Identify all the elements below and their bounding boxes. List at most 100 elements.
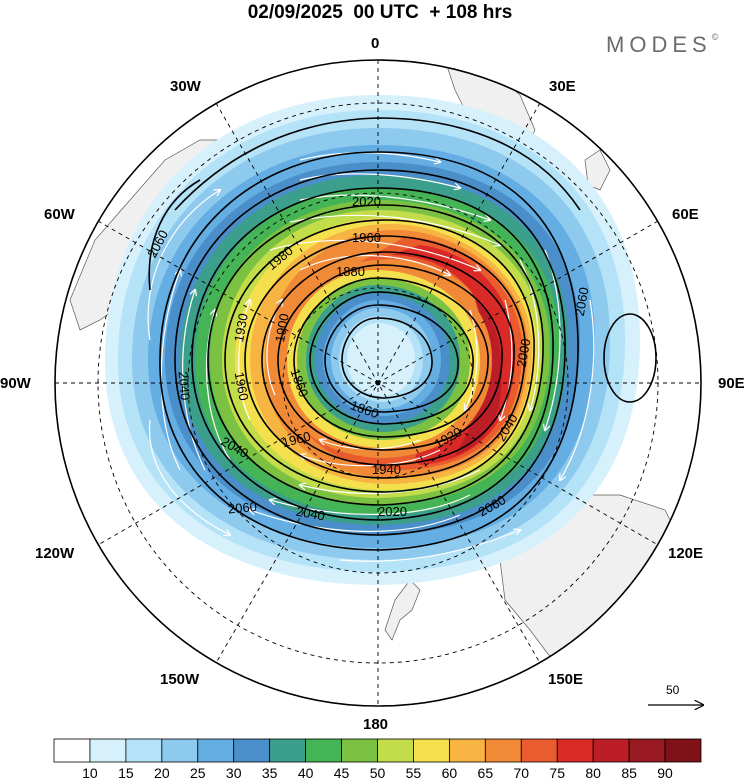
lon-label-60w: 60W (44, 206, 75, 223)
lon-label-30e: 30E (549, 78, 576, 95)
streamline (270, 494, 471, 516)
contour-label: 1940 (372, 462, 401, 477)
contour-label: 2040 (295, 504, 326, 524)
contour-outer-2060b (148, 179, 201, 291)
streamline (289, 214, 500, 245)
contour-1900 (293, 277, 489, 438)
streamline (299, 194, 490, 220)
lon-label-90w: 90W (0, 375, 31, 392)
colorbar-cell (161, 738, 199, 763)
contour-label: 2020 (378, 504, 407, 519)
colorbar-tick-label: 80 (585, 765, 601, 781)
contour-2020 (191, 187, 554, 521)
contour-1960 (244, 235, 526, 479)
colorbar-tick-label: 60 (441, 765, 458, 781)
streamline (500, 299, 513, 420)
copyright-mark: © (711, 31, 719, 42)
contour-1860 (324, 304, 459, 413)
streamline (300, 449, 441, 467)
reference-vector-label: 50 (666, 683, 680, 697)
contour-label: 1880 (336, 264, 365, 279)
contour-1880 (309, 291, 474, 425)
colorbar-tick-label: 70 (513, 765, 530, 781)
streamline (250, 510, 461, 533)
streamline (339, 530, 520, 562)
colorbar-tick-label: 25 (189, 765, 206, 781)
contour-1840 (341, 317, 433, 399)
contour-label: 1900 (272, 312, 292, 343)
contour-2060 (159, 151, 579, 551)
lon-label-30w: 30W (170, 78, 201, 95)
streamline (160, 270, 180, 471)
contour-label: 2000 (514, 337, 534, 368)
colorbar-cell (556, 738, 594, 763)
colorbar-cell (125, 738, 163, 763)
streamline (269, 239, 480, 270)
colorbar-cell (53, 738, 91, 763)
colorbar-cell (628, 738, 666, 763)
inner-band-10 (347, 323, 415, 396)
south-pole-dot (375, 380, 381, 386)
colorbar-cell (520, 738, 558, 763)
lon-label-150w: 150W (160, 671, 200, 688)
colorbar-tick-label: 45 (333, 765, 350, 781)
lon-label-60e: 60E (672, 206, 699, 223)
contour-label: 2060 (572, 286, 592, 317)
colorbar-cell (664, 738, 702, 763)
closed-low-contour (603, 313, 657, 403)
streamline (299, 173, 460, 188)
contour-1940 (261, 251, 515, 466)
colorbar-tick-label: 90 (657, 765, 673, 781)
colorbar-cell (89, 738, 127, 763)
wind-streamlines (147, 152, 595, 562)
colorbar-cell (341, 738, 378, 763)
colorbar-cell (448, 738, 486, 763)
streamline (560, 299, 595, 480)
colorbar-tick-label: 30 (225, 765, 242, 781)
colorbar-tick-label: 75 (549, 765, 566, 781)
band-85 (455, 300, 502, 455)
streamline (238, 300, 250, 421)
lon-label-150e: 150E (548, 671, 584, 688)
colorbar-cell (592, 738, 630, 763)
colorbar-tick-label: 40 (297, 765, 314, 781)
lon-label-0: 0 (371, 35, 380, 52)
contour-label: 2020 (352, 194, 381, 209)
brand-name: MODES (606, 32, 712, 57)
streamline (465, 309, 478, 410)
map-boundary (54, 59, 702, 707)
colorbar-tick-label: 35 (261, 765, 278, 781)
contour-1920 (277, 264, 503, 451)
colorbar-tick-label: 85 (621, 765, 637, 781)
contour-1980 (224, 219, 535, 493)
contour-2040 (174, 169, 566, 536)
colorbar-cell (377, 738, 414, 763)
lon-label-90e: 90E (718, 375, 745, 392)
chart-title: 02/09/2025 00 UTC + 108 hrs (247, 2, 513, 23)
lon-label-180: 180 (363, 716, 389, 733)
colorbar-cell (197, 738, 235, 763)
colorbar-cell (413, 738, 450, 763)
colorbar-cell (484, 738, 522, 763)
streamline (148, 419, 230, 535)
contour-label: 1960 (352, 230, 381, 245)
brand-logo: MODES© (606, 32, 718, 58)
contour-label: 2040 (175, 371, 192, 401)
lon-label-120e: 120E (668, 545, 704, 562)
contour-label: 1930 (231, 312, 251, 343)
streamline (182, 290, 206, 471)
streamline (299, 254, 450, 275)
colorbar-tick-label: 55 (405, 765, 422, 781)
colorbar-tick-label: 50 (369, 765, 386, 781)
colorbar-cell (305, 738, 342, 763)
streamline (300, 469, 481, 495)
colorbar-cell (269, 738, 307, 763)
colorbar-tick-label: 65 (477, 765, 494, 781)
height-contours (148, 117, 657, 551)
colorbar-tick-label: 10 (82, 765, 98, 781)
contour-2000 (207, 204, 544, 506)
streamline (147, 190, 220, 341)
colorbar (53, 738, 702, 763)
contour-label: 1960 (280, 428, 312, 450)
